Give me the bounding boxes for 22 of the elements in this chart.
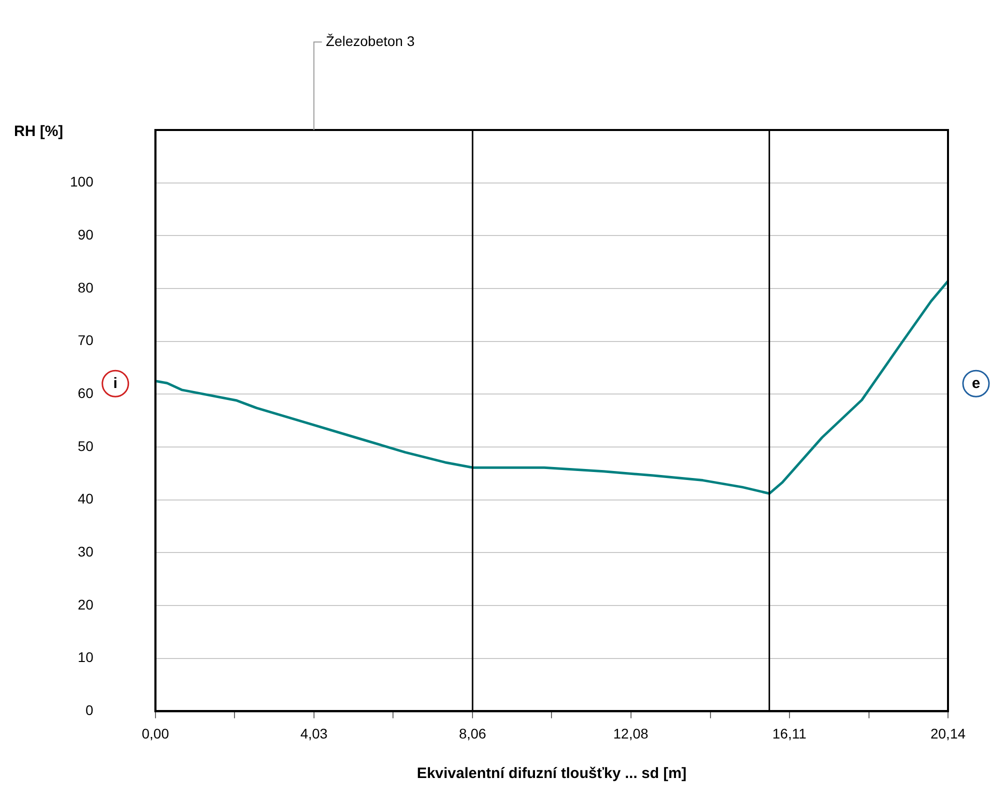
x-tick-label: 12,08: [613, 725, 649, 742]
y-tick-label: 60: [78, 385, 94, 402]
x-tick-label: 20,14: [930, 725, 966, 742]
y-tick-label: 10: [78, 649, 94, 666]
y-tick-label: 50: [78, 438, 94, 454]
x-tick-label: 0,00: [142, 725, 170, 742]
y-tick-label: 20: [78, 596, 94, 612]
y-axis-title: RH [%]: [14, 123, 64, 140]
y-tick-label: 90: [78, 226, 94, 243]
text: i: [113, 374, 118, 392]
x-tick-label: 16,11: [772, 725, 807, 742]
y-tick-label: 80: [78, 279, 94, 296]
y-tick-label: 0: [86, 702, 94, 718]
text: e: [972, 374, 980, 392]
y-tick-label: 70: [78, 332, 94, 348]
x-tick-label: 4,03: [300, 725, 328, 742]
text: Železobeton 3: [326, 32, 415, 49]
y-tick-label: 40: [78, 490, 94, 507]
y-tick-label: 30: [78, 544, 94, 560]
y-tick-label: 100: [70, 174, 94, 190]
x-tick-label: 8,06: [458, 725, 486, 742]
x-axis-title: Ekvivalentní difuzní tloušťky ... sd [m]: [416, 765, 687, 782]
